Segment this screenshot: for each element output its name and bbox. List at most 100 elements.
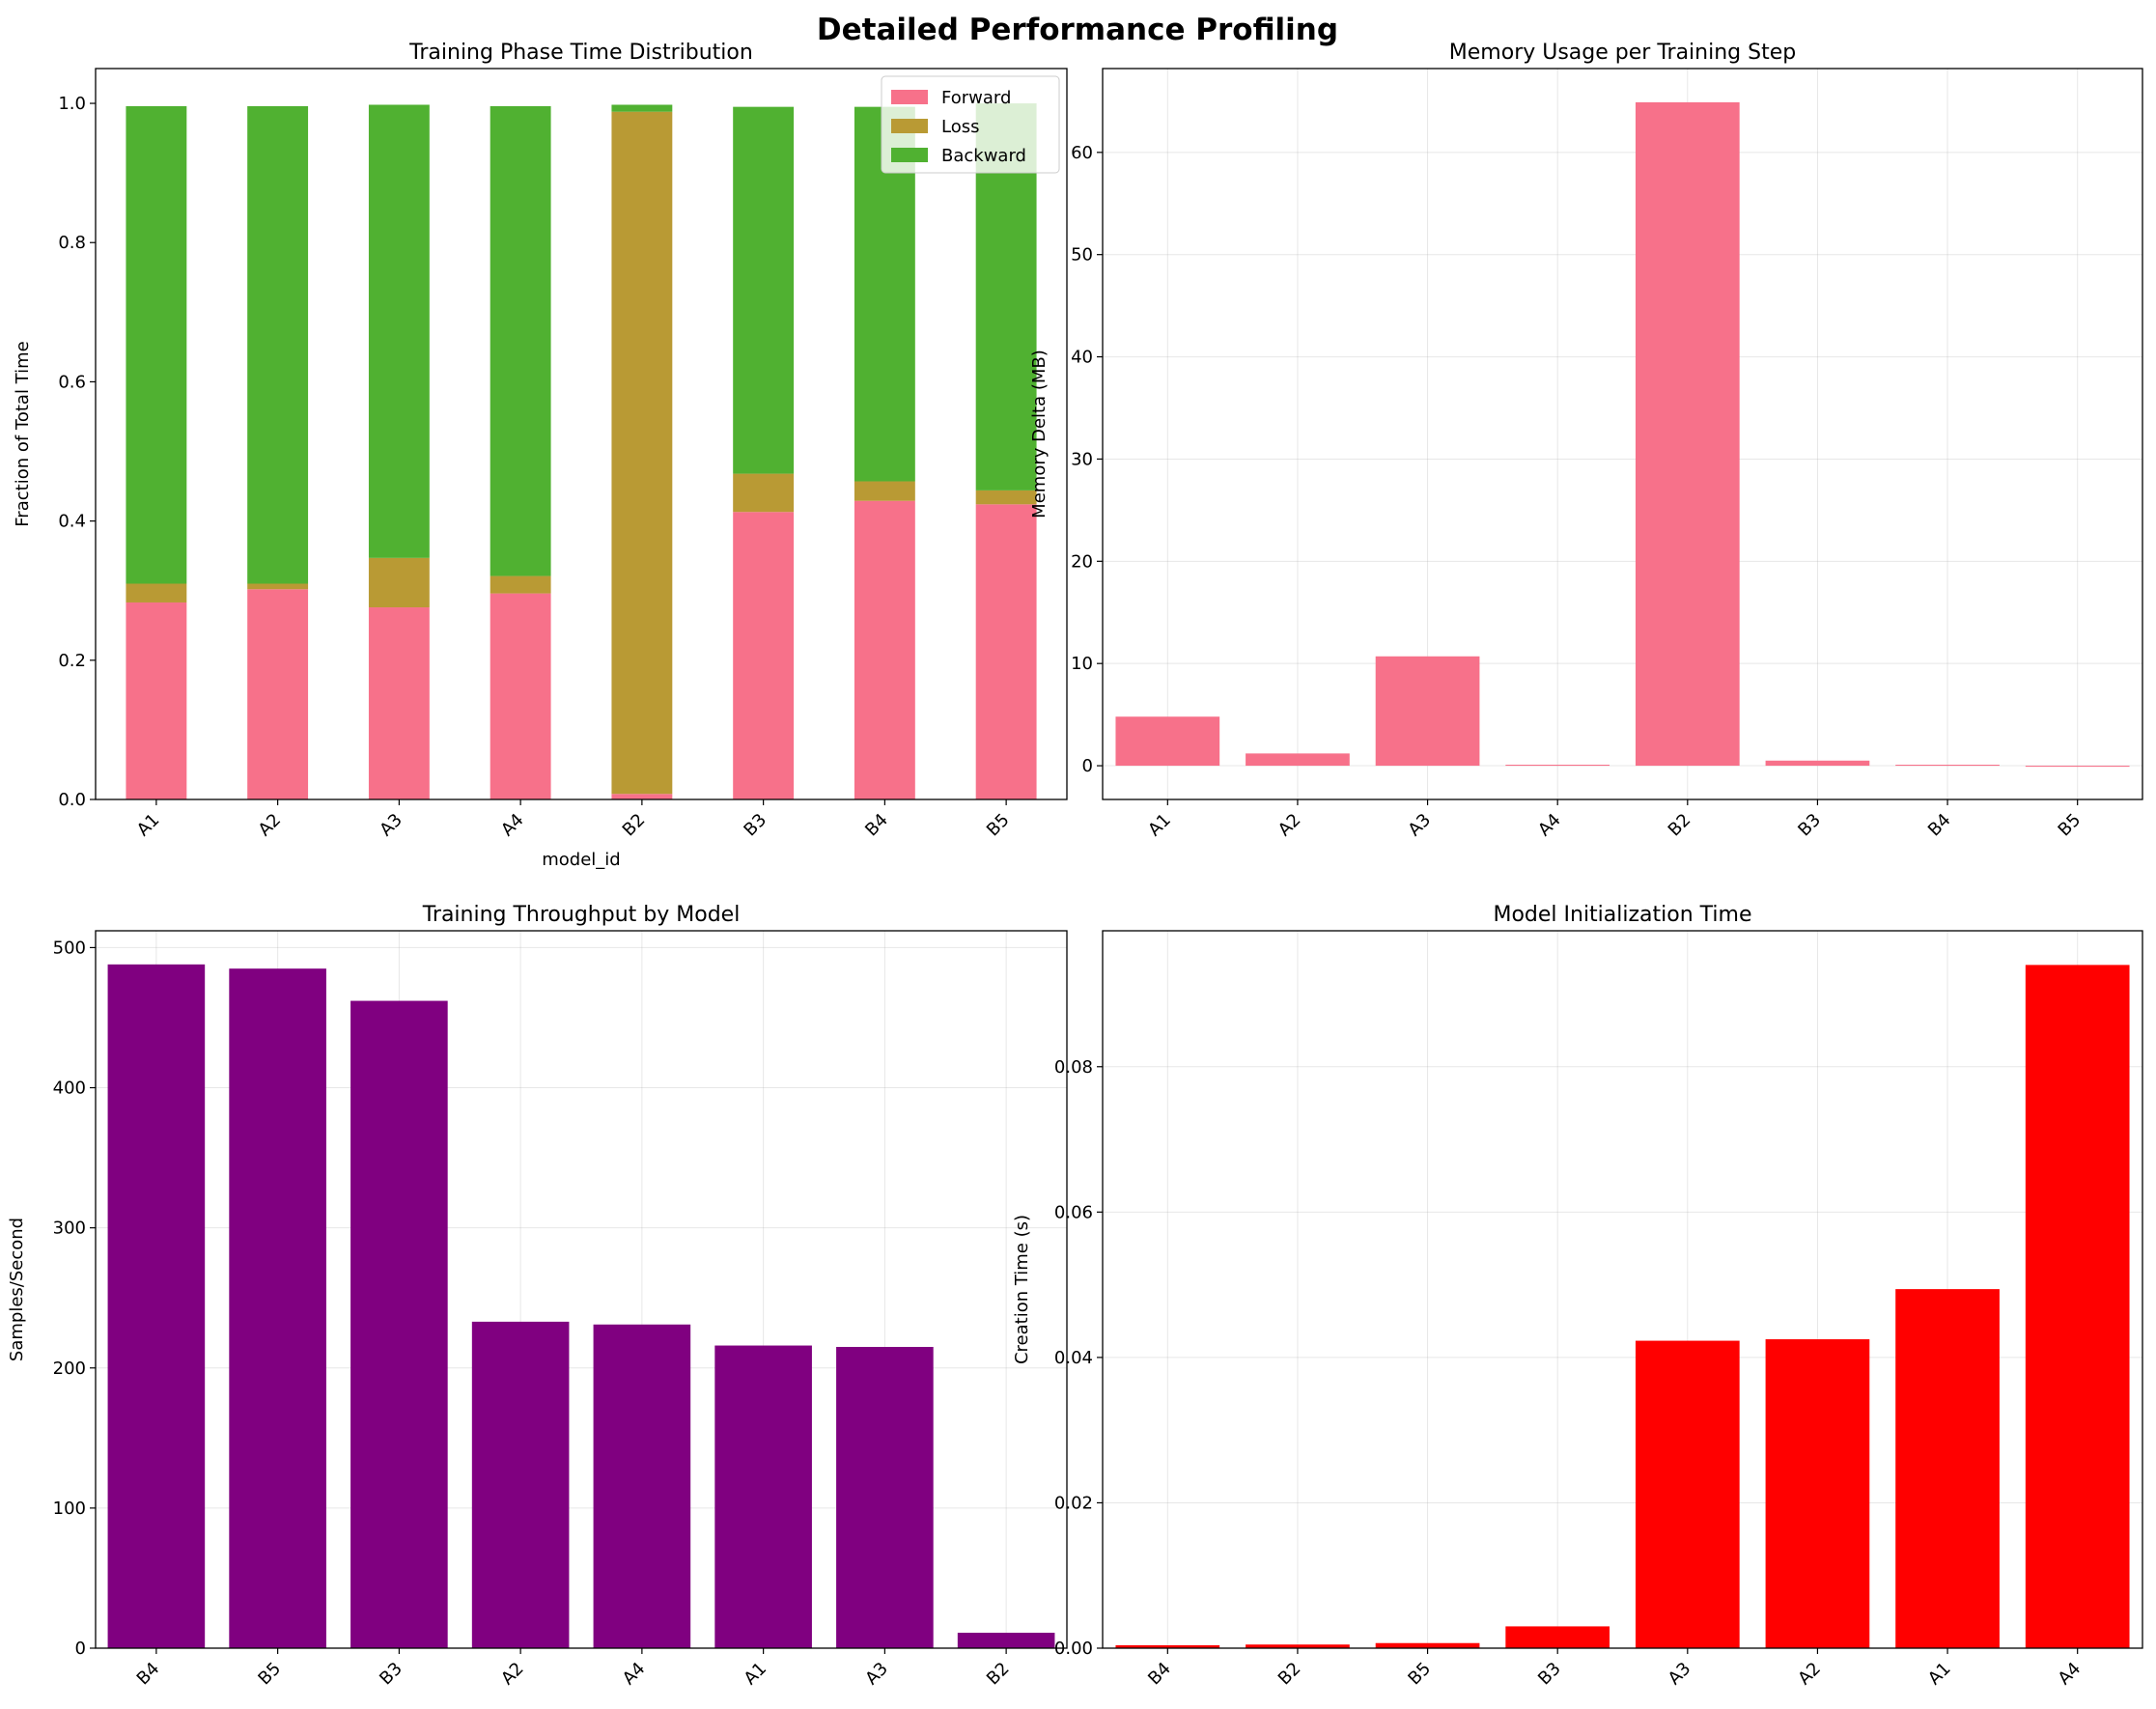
- bar-a4: [1505, 765, 1610, 767]
- bar-backward-b3: [733, 106, 795, 474]
- figure-title: Detailed Performance Profiling: [817, 13, 1338, 47]
- bar-loss-b3: [733, 473, 795, 513]
- y-tick-label: 0.06: [1054, 1202, 1093, 1222]
- y-tick-label: 30: [1071, 449, 1093, 469]
- legend: Forward Loss Backward: [881, 75, 1060, 174]
- x-tick-label: B5: [2055, 810, 2086, 841]
- x-tick-label: A3: [1404, 810, 1435, 841]
- panel-title: Training Phase Time Distribution: [408, 41, 753, 65]
- bar-loss-b4: [854, 481, 915, 501]
- y-tick-label: 0.0: [58, 790, 86, 810]
- y-tick-label: 300: [53, 1219, 86, 1239]
- y-tick-label: 200: [53, 1359, 86, 1379]
- bar-a1: [714, 1345, 812, 1648]
- bar-b4: [1115, 1644, 1220, 1648]
- y-tick-label: 20: [1071, 551, 1093, 572]
- x-tick-label: A4: [1534, 810, 1565, 841]
- bar-forward-a3: [368, 607, 430, 799]
- panel-title: Training Throughput by Model: [422, 903, 741, 927]
- bar-forward-b4: [854, 500, 915, 799]
- x-tick-label: A2: [1274, 810, 1305, 841]
- bar-a2: [1765, 1339, 1870, 1648]
- y-tick-label: 100: [53, 1499, 86, 1519]
- y-axis-label: Samples/Second: [7, 1218, 27, 1361]
- x-tick-label: B3: [376, 1659, 406, 1690]
- legend-label-backward: Backward: [941, 146, 1026, 166]
- legend-swatch-backward: [891, 148, 928, 162]
- y-tick-label: 0.00: [1054, 1639, 1093, 1659]
- y-tick-label: 0.08: [1054, 1057, 1093, 1078]
- bar-a1: [1895, 1289, 2000, 1648]
- bar-forward-a2: [247, 589, 309, 799]
- bar-loss-a1: [126, 583, 187, 602]
- bar-loss-b5: [975, 490, 1037, 505]
- x-tick-label: A2: [497, 1659, 528, 1690]
- x-tick-label: A1: [133, 810, 164, 841]
- y-tick-label: 0.4: [58, 512, 86, 532]
- bar-a4: [593, 1324, 691, 1648]
- plot-frame: [95, 930, 1068, 1649]
- x-axis-label: model_id: [542, 850, 620, 870]
- x-tick-label: B2: [983, 1659, 1014, 1690]
- x-tick-label: B2: [1274, 1659, 1305, 1690]
- bar-loss-a4: [490, 575, 551, 594]
- y-axis-label: Creation Time (s): [1012, 1215, 1032, 1364]
- plot-frame: [1102, 68, 2143, 800]
- bar-b3: [350, 1000, 448, 1648]
- y-tick-label: 0.04: [1054, 1348, 1093, 1368]
- x-tick-label: A4: [619, 1659, 650, 1690]
- bar-backward-a3: [368, 104, 430, 558]
- chart-memory-usage: 0 10 20 30 40 50 60 A1 A2 A3 A4 B2 B3 B4 B5 Memory Usag…: [1029, 41, 2143, 841]
- y-axis-label: Fraction of Total Time: [13, 341, 33, 526]
- legend-swatch-forward: [891, 90, 928, 104]
- x-tick-label: A3: [861, 1659, 892, 1690]
- x-tick-label: A2: [1794, 1659, 1825, 1690]
- x-tick-label: B2: [619, 810, 650, 841]
- x-tick-label: A4: [497, 810, 528, 841]
- x-tick-label: B5: [983, 810, 1014, 841]
- bar-backward-a1: [126, 105, 187, 584]
- x-tick-label: A3: [1665, 1659, 1695, 1690]
- bar-b5: [1375, 1642, 1480, 1648]
- plot-frame: [1102, 930, 2143, 1649]
- panel-title: Model Initialization Time: [1493, 903, 1751, 927]
- bar-forward-b2: [611, 794, 673, 799]
- x-tick-label: B5: [1404, 1659, 1435, 1690]
- bar-backward-b2: [611, 104, 673, 112]
- bar-b4: [107, 964, 206, 1648]
- y-tick-label: 0.8: [58, 233, 86, 253]
- x-tick-label: B3: [1534, 1659, 1565, 1690]
- legend-label-loss: Loss: [941, 117, 979, 137]
- bar-b2: [1246, 1644, 1350, 1648]
- bar-backward-a4: [490, 105, 551, 576]
- legend-label-forward: Forward: [941, 88, 1011, 108]
- x-tick-label: B4: [861, 810, 892, 841]
- chart-training-throughput: 0 100 200 300 400 500 B4 B5 B3 A2 A4 A1 A3 B2 Training…: [7, 903, 1068, 1690]
- x-tick-label: A2: [255, 810, 286, 841]
- x-tick-label: B4: [1144, 1659, 1175, 1690]
- y-tick-label: 10: [1071, 654, 1093, 674]
- legend-swatch-loss: [891, 119, 928, 133]
- y-tick-label: 0.2: [58, 651, 86, 671]
- y-tick-label: 40: [1071, 348, 1093, 368]
- chart-model-init-time: 0.00 0.02 0.04 0.06 0.08 B4 B2 B5 B3 A3 A2 A1 A4 Mode…: [1012, 903, 2143, 1690]
- y-tick-label: 500: [53, 938, 86, 958]
- x-tick-label: A4: [2055, 1659, 2086, 1690]
- x-tick-label: A3: [376, 810, 406, 841]
- y-tick-label: 400: [53, 1079, 86, 1099]
- x-tick-label: B2: [1665, 810, 1695, 841]
- y-tick-label: 50: [1071, 245, 1093, 266]
- bar-a4: [2025, 965, 2130, 1648]
- bar-forward-b5: [975, 504, 1037, 799]
- x-tick-label: B4: [133, 1659, 164, 1690]
- y-axis-label: Memory Delta (MB): [1029, 350, 1050, 518]
- x-tick-label: B3: [740, 810, 770, 841]
- bar-loss-a3: [368, 557, 430, 608]
- y-tick-label: 0.02: [1054, 1493, 1093, 1513]
- x-tick-label: B3: [1794, 810, 1825, 841]
- bar-backward-a2: [247, 105, 309, 584]
- bar-loss-b2: [611, 111, 673, 795]
- bar-b2: [1635, 101, 1740, 767]
- bar-a3: [1635, 1340, 1740, 1648]
